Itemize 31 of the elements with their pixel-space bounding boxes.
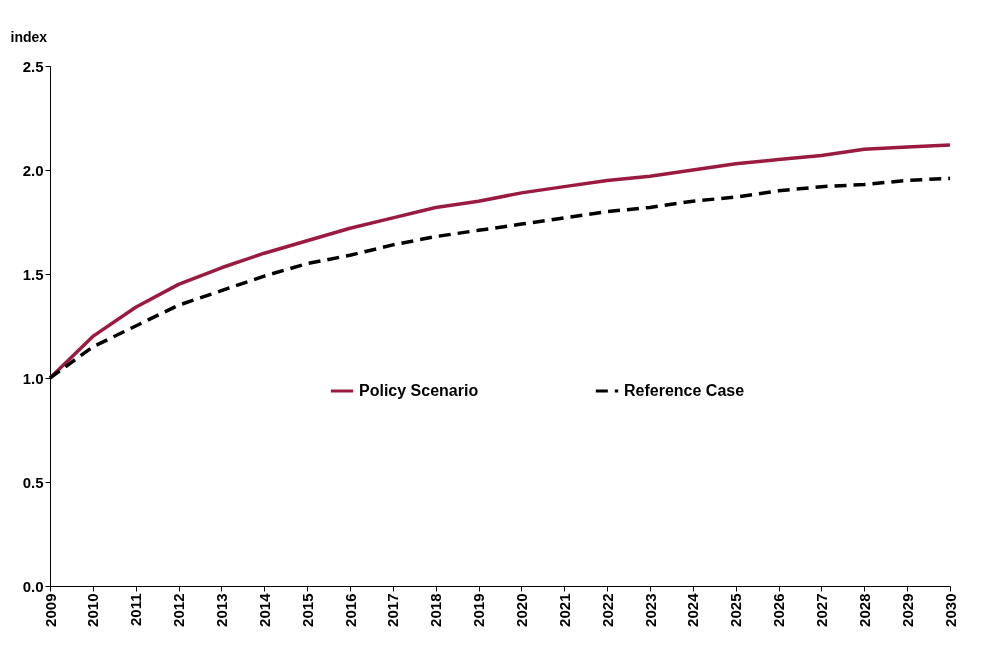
x-tick-label: 2015 [298, 593, 316, 627]
y-tick-label: 2.0 [22, 161, 44, 179]
y-tick-label: 0.0 [22, 577, 44, 595]
x-tick-label: 2009 [41, 593, 59, 627]
x-tick-label: 2013 [212, 593, 230, 627]
x-tick-label: 2018 [427, 593, 445, 627]
y-tick-label: 1.5 [22, 265, 44, 283]
x-tick-label: 2026 [770, 593, 788, 627]
x-tick-label: 2020 [512, 593, 530, 627]
x-tick-label: 2017 [384, 593, 402, 627]
x-tick-label: 2030 [941, 593, 959, 627]
x-tick-label: 2027 [812, 593, 830, 627]
x-tick-label: 2011 [127, 593, 145, 627]
y-tick-label: 1.0 [22, 369, 44, 387]
x-tick-label: 2024 [684, 592, 702, 627]
x-tick-label: 2014 [255, 592, 273, 627]
x-tick-label: 2028 [855, 593, 873, 627]
x-tick-label: 2016 [341, 593, 359, 627]
legend-label: Reference Case [624, 382, 745, 399]
x-tick-label: 2029 [898, 593, 916, 627]
legend-label: Policy Scenario [359, 382, 479, 399]
x-tick-label: 2012 [170, 593, 188, 627]
x-tick-label: 2022 [598, 593, 616, 627]
x-tick-label: 2023 [641, 593, 659, 627]
x-tick-label: 2010 [84, 593, 102, 627]
x-tick-label: 2025 [727, 593, 745, 627]
x-tick-label: 2021 [555, 593, 573, 627]
x-tick-label: 2019 [470, 593, 488, 627]
y-tick-label: 0.5 [22, 473, 44, 491]
y-axis-title: index [10, 28, 48, 45]
y-tick-label: 2.5 [22, 57, 44, 75]
